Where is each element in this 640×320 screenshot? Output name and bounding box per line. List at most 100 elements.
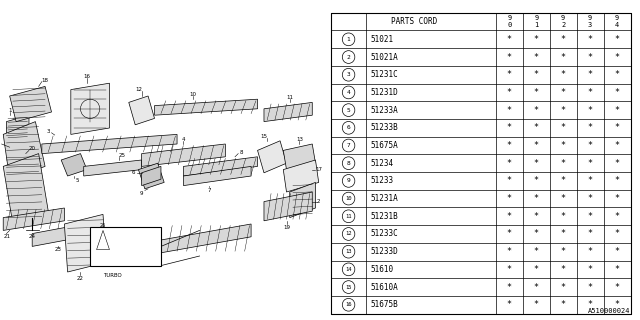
- Text: A510000024: A510000024: [588, 308, 630, 314]
- Text: 1: 1: [8, 108, 12, 113]
- Text: *: *: [614, 106, 620, 115]
- Polygon shape: [10, 86, 51, 122]
- Polygon shape: [284, 144, 316, 170]
- Text: 23: 23: [54, 247, 61, 252]
- Text: *: *: [507, 35, 512, 44]
- Text: 4: 4: [182, 137, 185, 142]
- Text: *: *: [534, 176, 539, 185]
- Polygon shape: [32, 224, 84, 246]
- Text: *: *: [507, 212, 512, 221]
- Text: 14: 14: [346, 267, 352, 272]
- Polygon shape: [42, 134, 177, 154]
- Text: *: *: [561, 176, 566, 185]
- Polygon shape: [97, 230, 109, 250]
- Text: 51021A: 51021A: [371, 52, 398, 61]
- Text: *: *: [561, 52, 566, 61]
- Text: *: *: [588, 283, 593, 292]
- Text: *: *: [561, 265, 566, 274]
- Text: 51231D: 51231D: [371, 88, 398, 97]
- Polygon shape: [184, 157, 257, 176]
- Text: 9: 9: [534, 15, 538, 21]
- Polygon shape: [3, 208, 65, 230]
- Text: 2: 2: [347, 54, 351, 60]
- Text: *: *: [534, 229, 539, 238]
- Text: *: *: [534, 88, 539, 97]
- Text: *: *: [534, 265, 539, 274]
- Text: *: *: [561, 212, 566, 221]
- Text: 8: 8: [240, 149, 243, 155]
- Text: *: *: [534, 106, 539, 115]
- Text: 1: 1: [534, 22, 538, 28]
- Polygon shape: [61, 154, 87, 176]
- Text: 51231A: 51231A: [371, 194, 398, 203]
- Polygon shape: [184, 166, 251, 186]
- Polygon shape: [161, 224, 251, 253]
- Text: *: *: [561, 141, 566, 150]
- Text: *: *: [614, 176, 620, 185]
- Text: 25: 25: [119, 153, 126, 158]
- Text: 9: 9: [615, 15, 619, 21]
- Text: 6: 6: [347, 125, 351, 130]
- Text: 5: 5: [76, 178, 79, 183]
- Text: *: *: [507, 106, 512, 115]
- Polygon shape: [6, 115, 29, 141]
- Text: *: *: [588, 159, 593, 168]
- Polygon shape: [264, 192, 312, 221]
- Text: *: *: [588, 70, 593, 79]
- Text: 21: 21: [3, 234, 10, 239]
- Text: 9: 9: [561, 15, 565, 21]
- Text: 4: 4: [347, 90, 351, 95]
- Text: *: *: [561, 159, 566, 168]
- Polygon shape: [284, 160, 319, 192]
- Text: 9: 9: [140, 191, 143, 196]
- Text: 0: 0: [508, 22, 511, 28]
- Text: 11: 11: [286, 95, 293, 100]
- Text: *: *: [534, 52, 539, 61]
- Text: *: *: [588, 52, 593, 61]
- Text: 51233A: 51233A: [371, 106, 398, 115]
- Text: *: *: [561, 247, 566, 256]
- Text: 51675B: 51675B: [371, 300, 398, 309]
- Text: *: *: [588, 229, 593, 238]
- Text: 51233: 51233: [371, 176, 394, 185]
- Polygon shape: [257, 141, 287, 173]
- Text: *: *: [614, 247, 620, 256]
- Polygon shape: [141, 166, 161, 186]
- Text: *: *: [561, 229, 566, 238]
- Text: *: *: [561, 283, 566, 292]
- Polygon shape: [290, 182, 316, 218]
- Text: *: *: [507, 70, 512, 79]
- Text: 16: 16: [346, 302, 352, 307]
- Text: 27: 27: [113, 253, 119, 259]
- Text: 51021: 51021: [371, 35, 394, 44]
- Text: 17: 17: [316, 167, 322, 172]
- Text: *: *: [561, 70, 566, 79]
- Text: *: *: [534, 300, 539, 309]
- Text: 51233C: 51233C: [371, 229, 398, 238]
- Text: 9: 9: [347, 178, 351, 183]
- Text: *: *: [588, 194, 593, 203]
- Text: *: *: [534, 212, 539, 221]
- Text: *: *: [534, 35, 539, 44]
- Text: *: *: [534, 70, 539, 79]
- Text: 12: 12: [135, 87, 142, 92]
- Bar: [90, 227, 161, 266]
- Text: *: *: [507, 300, 512, 309]
- Text: 18: 18: [42, 77, 49, 83]
- Text: 51234: 51234: [371, 159, 394, 168]
- Text: 22: 22: [77, 276, 84, 281]
- Text: 8: 8: [347, 161, 351, 166]
- Text: 51231C: 51231C: [371, 70, 398, 79]
- Text: *: *: [588, 35, 593, 44]
- Text: *: *: [507, 88, 512, 97]
- Text: *: *: [614, 229, 620, 238]
- Text: 7: 7: [347, 143, 351, 148]
- Text: 9: 9: [508, 15, 511, 21]
- Text: *: *: [534, 159, 539, 168]
- Text: *: *: [507, 52, 512, 61]
- Text: *: *: [614, 35, 620, 44]
- Text: *: *: [534, 247, 539, 256]
- Text: 4: 4: [615, 22, 619, 28]
- Text: 20: 20: [29, 146, 36, 151]
- Text: 6: 6: [132, 170, 135, 175]
